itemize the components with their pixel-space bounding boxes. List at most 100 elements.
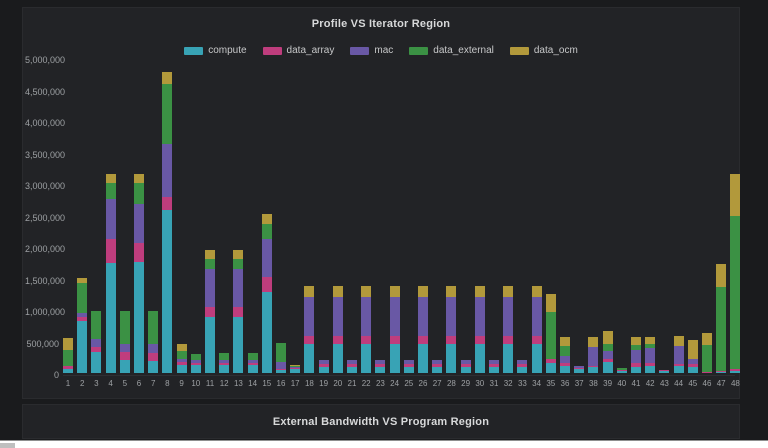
bar-segment-mac[interactable]	[432, 360, 443, 364]
bar-segment-data_array[interactable]	[219, 362, 230, 365]
bar-segment-data_external[interactable]	[77, 282, 88, 314]
bar-segment-compute[interactable]	[616, 370, 627, 373]
bar-segment-mac[interactable]	[176, 358, 187, 363]
bar-segment-data_ocm[interactable]	[588, 337, 599, 347]
bar-segment-compute[interactable]	[446, 344, 457, 373]
bar-segment-compute[interactable]	[247, 364, 258, 373]
bar-segment-data_array[interactable]	[645, 362, 656, 367]
bar-segment-compute[interactable]	[290, 369, 301, 373]
bar-segment-data_array[interactable]	[545, 359, 556, 363]
bar-segment-data_external[interactable]	[63, 349, 73, 366]
bar-segment-compute[interactable]	[375, 367, 386, 373]
bar-segment-mac[interactable]	[489, 360, 499, 364]
bar-segment-data_array[interactable]	[304, 335, 315, 345]
bar-segment-data_external[interactable]	[162, 84, 173, 145]
bar-segment-data_array[interactable]	[432, 363, 443, 368]
bar-segment-compute[interactable]	[602, 362, 613, 373]
bar-segment-data_array[interactable]	[489, 363, 499, 368]
bar-segment-data_array[interactable]	[659, 369, 670, 372]
bar-segment-compute[interactable]	[659, 371, 670, 373]
bar-segment-data_array[interactable]	[375, 363, 386, 368]
bar-segment-mac[interactable]	[148, 344, 159, 353]
bar-segment-compute[interactable]	[219, 364, 230, 373]
bar-segment-data_array[interactable]	[560, 363, 570, 367]
bar-segment-mac[interactable]	[347, 360, 357, 364]
bar-segment-data_ocm[interactable]	[673, 335, 684, 346]
bar-segment-data_ocm[interactable]	[687, 340, 698, 359]
bar-segment-data_array[interactable]	[318, 363, 329, 368]
bar-segment-compute[interactable]	[474, 344, 485, 373]
bar-segment-data_array[interactable]	[148, 352, 159, 361]
bar-segment-compute[interactable]	[560, 366, 570, 373]
bar-segment-data_ocm[interactable]	[77, 277, 88, 283]
bar-segment-mac[interactable]	[247, 360, 258, 363]
bar-segment-data_ocm[interactable]	[730, 174, 741, 216]
bar-segment-compute[interactable]	[716, 372, 727, 373]
bar-segment-mac[interactable]	[276, 361, 286, 370]
bar-segment-compute[interactable]	[517, 367, 528, 373]
bar-segment-mac[interactable]	[119, 344, 130, 353]
bar-segment-compute[interactable]	[503, 344, 514, 373]
bar-segment-compute[interactable]	[148, 360, 159, 373]
bar-segment-data_external[interactable]	[645, 343, 656, 349]
bar-segment-compute[interactable]	[134, 262, 144, 373]
bar-segment-compute[interactable]	[531, 344, 542, 373]
bar-segment-compute[interactable]	[730, 371, 741, 373]
bar-segment-data_ocm[interactable]	[418, 285, 428, 297]
bar-segment-mac[interactable]	[134, 204, 144, 244]
bar-segment-data_external[interactable]	[616, 367, 627, 370]
bar-segment-data_array[interactable]	[77, 316, 88, 321]
bar-segment-data_ocm[interactable]	[63, 338, 73, 350]
bar-segment-mac[interactable]	[375, 360, 386, 364]
bar-segment-mac[interactable]	[631, 349, 641, 363]
bar-segment-data_ocm[interactable]	[446, 285, 457, 297]
bar-segment-compute[interactable]	[318, 367, 329, 373]
bar-segment-data_array[interactable]	[347, 363, 357, 368]
bar-segment-mac[interactable]	[574, 366, 585, 368]
bar-segment-mac[interactable]	[602, 351, 613, 359]
legend-item-data_external[interactable]: data_external	[409, 45, 494, 56]
bar-segment-data_ocm[interactable]	[105, 174, 116, 184]
bar-segment-data_ocm[interactable]	[176, 344, 187, 351]
bar-segment-mac[interactable]	[162, 144, 173, 198]
bar-segment-data_array[interactable]	[446, 335, 457, 345]
bar-segment-mac[interactable]	[304, 296, 315, 336]
bar-segment-mac[interactable]	[645, 348, 656, 363]
bar-segment-data_ocm[interactable]	[361, 285, 372, 297]
bar-segment-mac[interactable]	[403, 360, 414, 364]
bar-segment-data_array[interactable]	[574, 367, 585, 370]
bar-segment-data_ocm[interactable]	[560, 337, 570, 347]
bar-segment-data_ocm[interactable]	[474, 285, 485, 297]
bar-segment-data_ocm[interactable]	[531, 285, 542, 297]
bar-segment-data_array[interactable]	[205, 306, 215, 317]
bar-segment-data_ocm[interactable]	[389, 285, 400, 297]
bar-segment-data_ocm[interactable]	[290, 365, 301, 366]
bar-segment-data_array[interactable]	[162, 197, 173, 211]
bar-segment-compute[interactable]	[645, 366, 656, 373]
bar-segment-compute[interactable]	[63, 369, 73, 373]
bar-segment-data_external[interactable]	[602, 343, 613, 352]
bar-segment-data_array[interactable]	[588, 365, 599, 368]
bar-segment-mac[interactable]	[517, 360, 528, 364]
bar-segment-data_ocm[interactable]	[545, 294, 556, 313]
bar-segment-data_array[interactable]	[702, 371, 712, 373]
bar-segment-mac[interactable]	[389, 296, 400, 336]
legend-item-data_ocm[interactable]: data_ocm	[509, 45, 578, 56]
bar-segment-data_ocm[interactable]	[304, 285, 315, 297]
bar-segment-mac[interactable]	[687, 358, 698, 364]
bar-segment-data_external[interactable]	[261, 224, 272, 239]
bar-segment-compute[interactable]	[261, 292, 272, 373]
bar-segment-compute[interactable]	[574, 369, 585, 373]
bar-segment-data_external[interactable]	[91, 310, 102, 339]
bar-segment-mac[interactable]	[205, 269, 215, 307]
bar-segment-data_array[interactable]	[332, 335, 343, 345]
bar-segment-data_array[interactable]	[261, 277, 272, 293]
bar-segment-data_external[interactable]	[105, 183, 116, 200]
bar-segment-data_external[interactable]	[290, 365, 301, 368]
bar-segment-mac[interactable]	[531, 296, 542, 336]
bar-segment-data_external[interactable]	[176, 350, 187, 359]
bar-segment-data_array[interactable]	[190, 362, 201, 365]
bar-segment-data_external[interactable]	[247, 353, 258, 361]
bar-segment-compute[interactable]	[347, 367, 357, 373]
bar-segment-mac[interactable]	[446, 296, 457, 336]
